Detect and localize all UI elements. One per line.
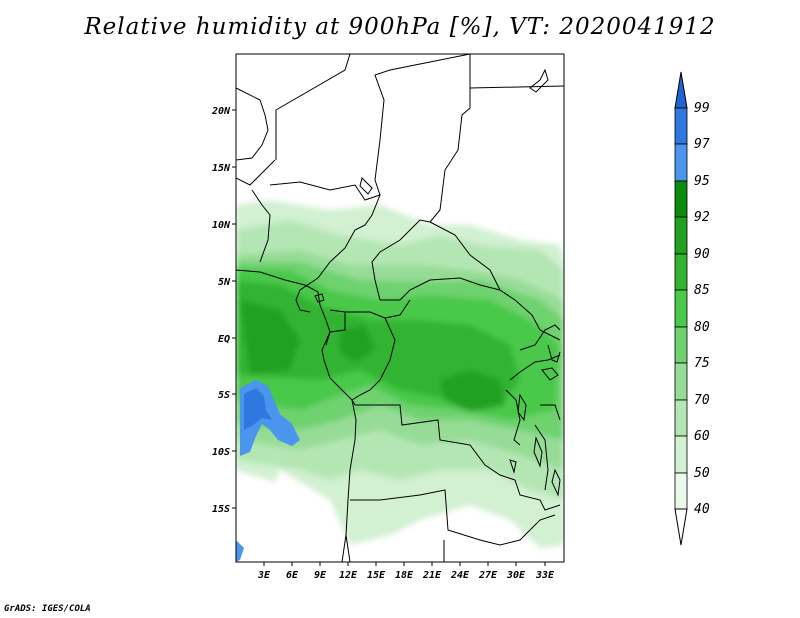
colorbar-bin-80-85 bbox=[674, 289, 688, 328]
colorbar-label-40: 40 bbox=[694, 502, 710, 517]
colorbar-bin-70-75 bbox=[674, 362, 688, 401]
country-boundaries bbox=[236, 54, 564, 562]
rh-90-92-west-area bbox=[240, 300, 300, 375]
lat-label-eq: EQ bbox=[218, 334, 230, 345]
colorbar-top-arrow bbox=[674, 71, 688, 109]
lat-label-5s: 5S bbox=[218, 390, 230, 401]
lat-label-10n: 10N bbox=[212, 220, 231, 231]
colorbar-label-70: 70 bbox=[694, 393, 710, 408]
lon-label-21e: 21E bbox=[422, 570, 442, 581]
colorbar-label-99: 99 bbox=[694, 101, 710, 116]
rh-90-92-gabon-area bbox=[340, 325, 375, 362]
longitude-axis: 3E 6E 9E 12E 15E 18E 21E 24E 27E 30E 33E bbox=[257, 562, 555, 581]
grads-credit: GrADS: IGES/COLA bbox=[4, 604, 91, 614]
lat-label-5n: 5N bbox=[218, 277, 231, 288]
lon-label-6e: 6E bbox=[286, 570, 299, 581]
lat-label-20n: 20N bbox=[211, 106, 231, 117]
latitude-axis: 20N 15N 10N 5N EQ 5S 10S 15S bbox=[211, 106, 236, 515]
lon-label-30e: 30E bbox=[506, 570, 526, 581]
colorbar-label-85: 85 bbox=[694, 283, 710, 298]
map-title: Relative humidity at 900hPa [%], VT: 202… bbox=[84, 14, 716, 40]
lon-label-15e: 15E bbox=[367, 570, 386, 581]
colorbar-bin-85-90 bbox=[674, 253, 688, 291]
colorbar-label-92: 92 bbox=[694, 210, 710, 225]
lon-label-33e: 33E bbox=[535, 570, 555, 581]
rh-below-40-sw-area bbox=[236, 470, 350, 562]
colorbar-label-75: 75 bbox=[694, 356, 710, 371]
colorbar: 99 97 95 92 90 85 80 75 70 60 50 40 bbox=[674, 71, 710, 546]
colorbar-bin-60-70 bbox=[674, 399, 688, 437]
colorbar-label-90: 90 bbox=[694, 247, 710, 262]
colorbar-label-60: 60 bbox=[694, 429, 710, 444]
lon-label-18e: 18E bbox=[395, 570, 414, 581]
lat-label-15s: 15S bbox=[212, 504, 230, 515]
colorbar-bin-90-92 bbox=[674, 216, 688, 255]
rh-90-92-central-area bbox=[440, 370, 505, 412]
lat-label-15n: 15N bbox=[212, 163, 231, 174]
colorbar-bin-75-80 bbox=[674, 326, 688, 364]
lat-label-10s: 10S bbox=[212, 447, 230, 458]
colorbar-label-50: 50 bbox=[694, 466, 710, 481]
rh-95-97-sw-corner bbox=[236, 540, 244, 562]
colorbar-bin-40-50 bbox=[674, 472, 688, 510]
rh-97-99-area bbox=[244, 388, 272, 430]
humidity-field bbox=[236, 54, 564, 562]
lon-label-12e: 12E bbox=[339, 570, 358, 581]
colorbar-bin-95-97 bbox=[674, 143, 688, 182]
coastlines bbox=[236, 68, 561, 562]
colorbar-bottom-arrow bbox=[674, 508, 688, 546]
colorbar-bin-50-60 bbox=[674, 435, 688, 474]
lon-label-9e: 9E bbox=[314, 570, 327, 581]
colorbar-bin-97-99 bbox=[674, 107, 688, 145]
colorbar-label-95: 95 bbox=[694, 174, 710, 189]
colorbar-label-80: 80 bbox=[694, 320, 710, 335]
lon-label-3e: 3E bbox=[257, 570, 271, 581]
map-frame bbox=[235, 53, 565, 563]
lon-label-24e: 24E bbox=[450, 570, 470, 581]
colorbar-bin-92-95 bbox=[674, 180, 688, 218]
lon-label-27e: 27E bbox=[478, 570, 498, 581]
colorbar-label-97: 97 bbox=[694, 137, 710, 152]
